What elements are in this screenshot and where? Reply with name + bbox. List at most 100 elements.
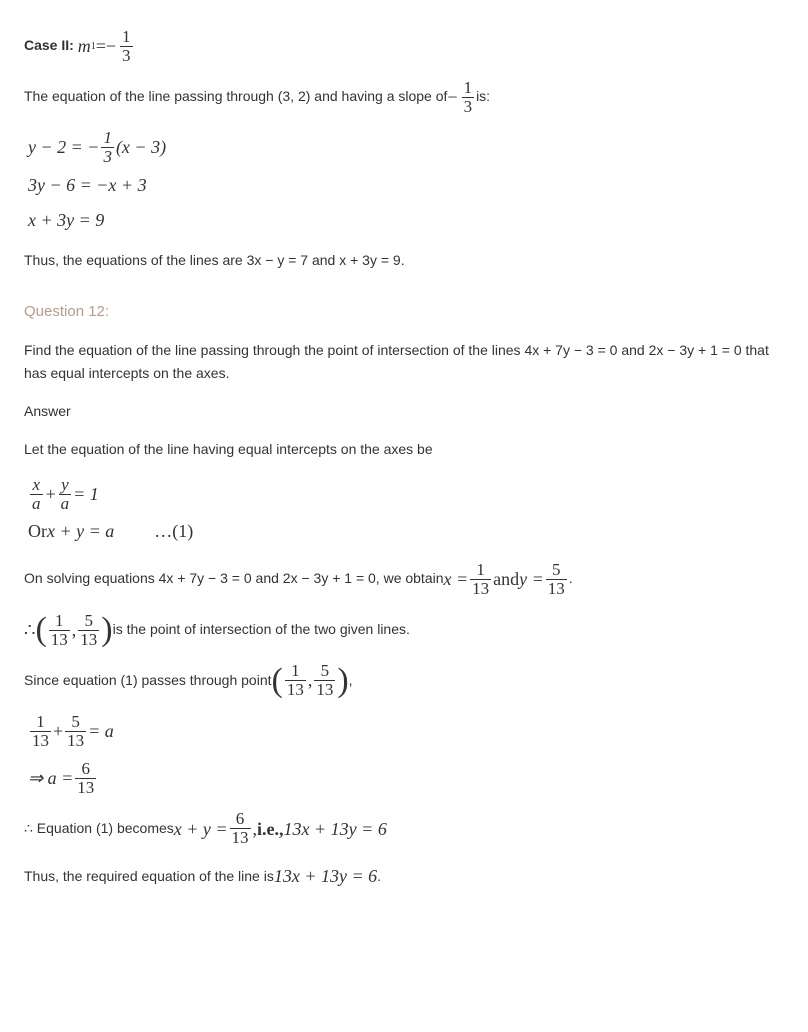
eq1-line2: 3y − 6 = −x + 3 bbox=[28, 170, 784, 201]
frac-den: 3 bbox=[462, 97, 475, 116]
frac-e3b: 5 13 bbox=[65, 713, 86, 750]
q12-body1: Find the equation of the line passing th… bbox=[24, 339, 784, 387]
case-2-line: Case II: m 1 = − 1 3 bbox=[24, 28, 784, 65]
frac-den: 13 bbox=[65, 731, 86, 750]
frac-1-3: 1 3 bbox=[120, 28, 133, 65]
p6-lhs: x + y = bbox=[174, 814, 228, 845]
p4-comma: , bbox=[72, 615, 77, 646]
p5-t2: , bbox=[349, 669, 353, 693]
frac-num: 6 bbox=[79, 760, 92, 778]
neg-frac-1: − 1 3 bbox=[106, 28, 135, 65]
eq2-dots: …(1) bbox=[154, 516, 193, 547]
neg-frac-2: − 1 3 bbox=[447, 79, 476, 116]
frac-den: 13 bbox=[285, 680, 306, 699]
frac-x-a: x a bbox=[30, 476, 43, 513]
frac-b2: 5 13 bbox=[314, 662, 335, 699]
p3-dot: . bbox=[569, 567, 573, 591]
point-paren-2: ( 1 13 , 5 13 ) bbox=[272, 662, 349, 699]
frac-num: 1 bbox=[474, 561, 487, 579]
eq3-arrow: ⇒ a = bbox=[28, 763, 73, 794]
frac-num: x bbox=[30, 476, 42, 494]
frac-num: 5 bbox=[69, 713, 82, 731]
frac-y-a: y a bbox=[59, 476, 72, 513]
minus-sign-2: − bbox=[447, 82, 457, 113]
eq3-plus: + bbox=[53, 716, 63, 747]
eq2-xyeqa: x + y = a bbox=[47, 516, 114, 547]
para-final: Thus, the required equation of the line … bbox=[24, 861, 784, 892]
p6-ie: i.e., bbox=[257, 814, 284, 845]
frac-den: 13 bbox=[30, 731, 51, 750]
p7-eq: 13x + 13y = 6 bbox=[274, 861, 377, 892]
frac-den: 13 bbox=[75, 778, 96, 797]
eq2-line2: Or x + y = a …(1) bbox=[28, 516, 784, 547]
eq1-frac: 1 3 bbox=[101, 129, 114, 166]
left-paren-2: ( bbox=[272, 664, 283, 698]
therefore-icon: ∴ bbox=[24, 615, 35, 646]
frac-e3a: 1 13 bbox=[30, 713, 51, 750]
frac-num: 5 bbox=[319, 662, 332, 680]
q12-answer: Answer bbox=[24, 400, 784, 424]
eq1-l1b: (x − 3) bbox=[116, 132, 166, 163]
frac-den: 3 bbox=[120, 46, 133, 65]
eq1-line3: x + 3y = 9 bbox=[28, 205, 784, 236]
case-eq: = bbox=[96, 31, 106, 62]
case-var: m bbox=[78, 31, 91, 62]
frac-6-13b: 6 13 bbox=[230, 810, 251, 847]
frac-num: 1 bbox=[34, 713, 47, 731]
para-solve: On solving equations 4x + 7y − 3 = 0 and… bbox=[24, 561, 784, 598]
point-paren: ( 1 13 , 5 13 ) bbox=[35, 612, 112, 649]
right-paren: ) bbox=[101, 613, 112, 647]
frac-num: 1 bbox=[101, 129, 114, 147]
p4-t1: is the point of intersection of the two … bbox=[113, 618, 410, 642]
p6-rhs: 13x + 13y = 6 bbox=[284, 814, 387, 845]
frac-1-3b: 1 3 bbox=[462, 79, 475, 116]
para-therefore-point: ∴ ( 1 13 , 5 13 ) is the point of inters… bbox=[24, 612, 784, 649]
eq2-or: Or bbox=[28, 516, 47, 547]
question-12-header: Question 12: bbox=[24, 299, 784, 325]
frac-1-13: 1 13 bbox=[470, 561, 491, 598]
frac-num: 5 bbox=[550, 561, 563, 579]
frac-den: 13 bbox=[230, 828, 251, 847]
frac-num: 1 bbox=[120, 28, 133, 46]
p3-xeq: x = bbox=[444, 564, 469, 595]
p3-and: and bbox=[493, 564, 519, 595]
frac-num: 5 bbox=[83, 612, 96, 630]
eq3-eqa: = a bbox=[88, 716, 114, 747]
para-since: Since equation (1) passes through point … bbox=[24, 662, 784, 699]
eq2-eq1: = 1 bbox=[73, 479, 99, 510]
right-paren-2: ) bbox=[337, 664, 348, 698]
p1-t1: The equation of the line passing through… bbox=[24, 85, 447, 109]
frac-num: y bbox=[59, 476, 71, 494]
frac-den: a bbox=[59, 494, 72, 513]
eq3-line1: 1 13 + 5 13 = a bbox=[28, 713, 784, 750]
frac-den: 13 bbox=[470, 579, 491, 598]
para-slope: The equation of the line passing through… bbox=[24, 79, 784, 116]
p7-t1: Thus, the required equation of the line … bbox=[24, 865, 274, 889]
p3-t1: On solving equations 4x + 7y − 3 = 0 and… bbox=[24, 567, 444, 591]
p6-t1: ∴ Equation (1) becomes bbox=[24, 817, 174, 841]
frac-den: 13 bbox=[78, 630, 99, 649]
left-paren: ( bbox=[35, 613, 46, 647]
minus-sign: − bbox=[106, 31, 116, 62]
eq1-line1: y − 2 = − 1 3 (x − 3) bbox=[28, 129, 784, 166]
frac-den: 13 bbox=[49, 630, 70, 649]
frac-num: 1 bbox=[462, 79, 475, 97]
frac-num: 1 bbox=[289, 662, 302, 680]
para-thus-lines: Thus, the equations of the lines are 3x … bbox=[24, 249, 784, 273]
frac-den: 13 bbox=[546, 579, 567, 598]
frac-num: 1 bbox=[53, 612, 66, 630]
frac-a: 1 13 bbox=[49, 612, 70, 649]
para-eq1-becomes: ∴ Equation (1) becomes x + y = 6 13 , i.… bbox=[24, 810, 784, 847]
q12-body2: Let the equation of the line having equa… bbox=[24, 438, 784, 462]
p3-yeq: y = bbox=[519, 564, 544, 595]
frac-num: 6 bbox=[234, 810, 247, 828]
frac-6-13: 6 13 bbox=[75, 760, 96, 797]
p5-comma: , bbox=[308, 665, 313, 696]
p7-dot: . bbox=[377, 865, 381, 889]
frac-b: 5 13 bbox=[78, 612, 99, 649]
frac-den: 13 bbox=[314, 680, 335, 699]
eq1-l1a: y − 2 = − bbox=[28, 132, 99, 163]
eq2-plus: + bbox=[45, 479, 57, 510]
eq3-line2: ⇒ a = 6 13 bbox=[28, 760, 784, 797]
frac-den: 3 bbox=[101, 147, 114, 166]
